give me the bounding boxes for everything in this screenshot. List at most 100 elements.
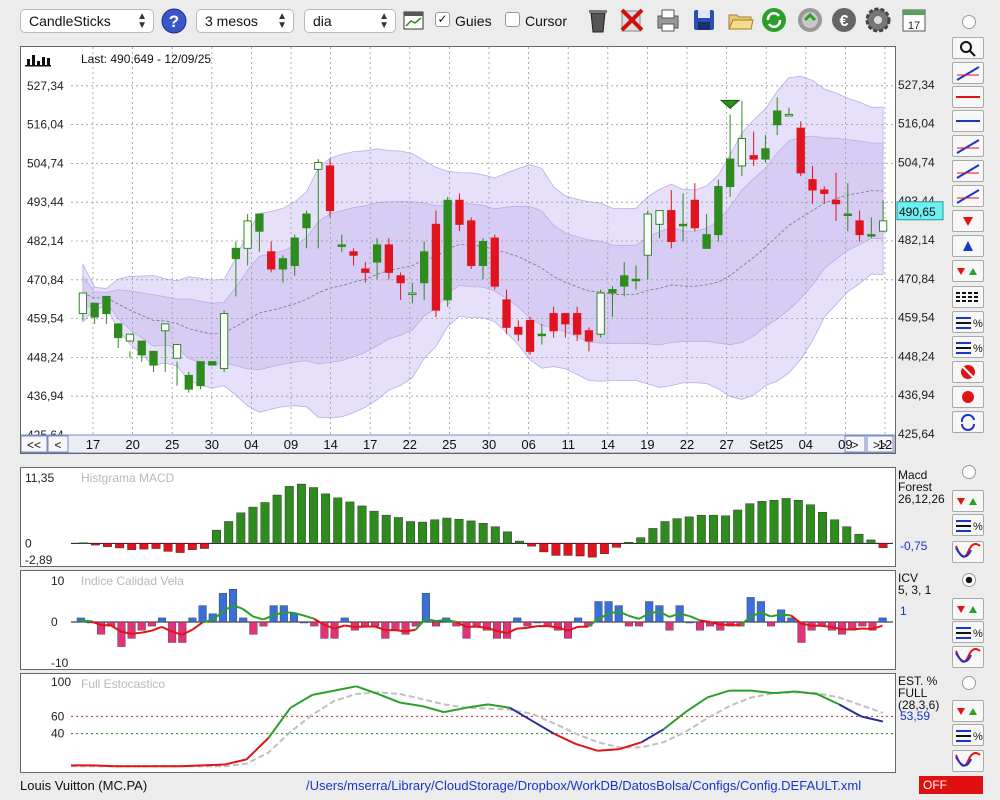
price-chart-panel[interactable]: 527,34 516,04 504,74 493,44 482,14 470,84 459,…: [20, 46, 896, 454]
icv-signal-line: [831, 626, 843, 631]
block-icon[interactable]: [952, 361, 984, 383]
nav-first-button-label[interactable]: <<: [27, 438, 41, 452]
symbol-label: Louis Vuitton (MC.PA): [20, 778, 148, 793]
buy-arrow-icon-shape: [963, 241, 973, 251]
currency-icon[interactable]: €: [830, 6, 858, 34]
nav-prev-button[interactable]: [47, 435, 69, 453]
stoch-curve-icon[interactable]: [952, 750, 984, 772]
radio-icv[interactable]: [962, 573, 976, 587]
icv-percent-icon[interactable]: %: [952, 621, 984, 643]
right-y-tick-label: 425,64: [898, 427, 935, 441]
macd-bar: [357, 505, 367, 544]
buy-arrow-icon[interactable]: [952, 235, 984, 257]
macd-tick-label: 11,35: [25, 471, 54, 485]
icv-signal-line: [608, 610, 619, 615]
trash-icon[interactable]: [584, 6, 612, 34]
icv-bar: [289, 613, 298, 623]
nav-first-button[interactable]: [20, 435, 48, 453]
date-17-icon[interactable]: 17: [900, 6, 928, 34]
macd-panel[interactable]: Histgrama MACD 11,35 0 -2,89: [20, 467, 896, 567]
macd-tick-label: 0: [25, 536, 32, 550]
stoch-fast-line: [707, 689, 730, 699]
icv-bar: [767, 621, 776, 627]
guies-checkbox[interactable]: ✓: [435, 12, 450, 27]
off-indicator[interactable]: OFF: [919, 776, 983, 794]
percent-lines-icon[interactable]: %: [952, 336, 984, 358]
config-path[interactable]: /Users/mserra/Library/CloudStorage/Dropb…: [306, 778, 862, 793]
stoch-signal-icon[interactable]: [952, 700, 984, 722]
radio-stoch[interactable]: [962, 676, 976, 690]
stoch-tick-label: 40: [51, 727, 65, 741]
radio-macd[interactable]: [962, 465, 976, 479]
print-icon[interactable]: [654, 6, 682, 34]
icv-panel[interactable]: Indice Calidad Vela 10 0 -10: [20, 570, 896, 670]
trendline-icon-shape: [956, 164, 980, 179]
macd-percent-icon[interactable]: %: [952, 514, 984, 536]
percent-lines-icon-shape: %: [973, 343, 983, 355]
candle-body: [384, 244, 394, 273]
blue-hline-icon[interactable]: [952, 110, 984, 132]
candle-body: [267, 251, 276, 270]
add-signal-icon[interactable]: [952, 260, 984, 282]
fibonacci-icon[interactable]: [952, 185, 984, 207]
cursor-checkbox[interactable]: [505, 12, 520, 27]
nav-next-button-label[interactable]: >: [851, 438, 858, 452]
macd-bar: [515, 540, 524, 544]
sync-icon[interactable]: [796, 6, 824, 34]
nav-last-button-label[interactable]: >>: [873, 438, 887, 452]
percent-scale-icon[interactable]: %: [952, 311, 984, 333]
delete-icon[interactable]: [618, 6, 646, 34]
candle-body: [808, 179, 817, 191]
icv-bar: [432, 621, 441, 627]
macd-tick-label: -2,89: [25, 553, 53, 566]
stoch-fast-line: [377, 693, 401, 704]
record-icon[interactable]: [952, 386, 984, 408]
candle-body: [149, 350, 158, 366]
nav-last-button[interactable]: [866, 435, 894, 453]
macd-signal-icon[interactable]: [952, 490, 984, 512]
stoch-panel[interactable]: Full Estocastico 100 60 40: [20, 673, 896, 773]
levels-icon[interactable]: [952, 286, 984, 308]
y-tick-label: 527,34: [27, 79, 64, 93]
rotate-icon[interactable]: [952, 411, 984, 433]
candle-body: [690, 199, 699, 229]
sell-arrow-icon[interactable]: [952, 210, 984, 232]
stoch-fast-line: [443, 706, 467, 714]
trendline-icon[interactable]: [952, 160, 984, 182]
stoch-percent-icon[interactable]: %: [952, 724, 984, 746]
zoom-icon[interactable]: [952, 37, 984, 59]
current-price-box: [896, 201, 944, 221]
macd-bar: [830, 519, 840, 544]
icv-curve-icon[interactable]: [952, 646, 984, 668]
period-select[interactable]: 3 mesos ▲ ▼: [196, 9, 294, 33]
macd-bar: [624, 542, 634, 544]
red-hline-icon[interactable]: [952, 86, 984, 108]
candle: [443, 196, 452, 307]
gear-icon[interactable]: [864, 6, 892, 34]
help-icon[interactable]: ?: [160, 7, 188, 35]
interval-select[interactable]: dia ▲ ▼: [304, 9, 396, 33]
refresh-icon[interactable]: [760, 6, 788, 34]
radio-main[interactable]: [962, 15, 976, 29]
candle: [490, 234, 499, 290]
macd-curve-icon[interactable]: [952, 541, 984, 563]
channel-icon[interactable]: [952, 135, 984, 157]
icv-bar: [320, 621, 329, 639]
macd-percent-icon-shape: %: [956, 520, 983, 533]
save-icon[interactable]: [690, 6, 718, 34]
candle: [749, 131, 758, 166]
chart-type-select[interactable]: CandleSticks ▲ ▼: [20, 9, 154, 33]
chart-style-icon[interactable]: [952, 62, 984, 84]
icv-signal-line: [313, 617, 325, 626]
calendar-chart-icon[interactable]: [403, 10, 431, 38]
macd-label-3: 26,12,26: [898, 492, 945, 506]
nav-next-button[interactable]: [844, 435, 866, 453]
candle: [455, 193, 464, 232]
buy-arrow-icon-shape: [963, 241, 973, 251]
icv-signal-icon[interactable]: [952, 598, 984, 620]
icv-signal-line: [151, 625, 163, 632]
folder-icon[interactable]: [726, 6, 754, 34]
nav-prev-button-label[interactable]: <: [54, 438, 61, 452]
icv-bar: [361, 621, 370, 627]
candle: [337, 234, 346, 252]
